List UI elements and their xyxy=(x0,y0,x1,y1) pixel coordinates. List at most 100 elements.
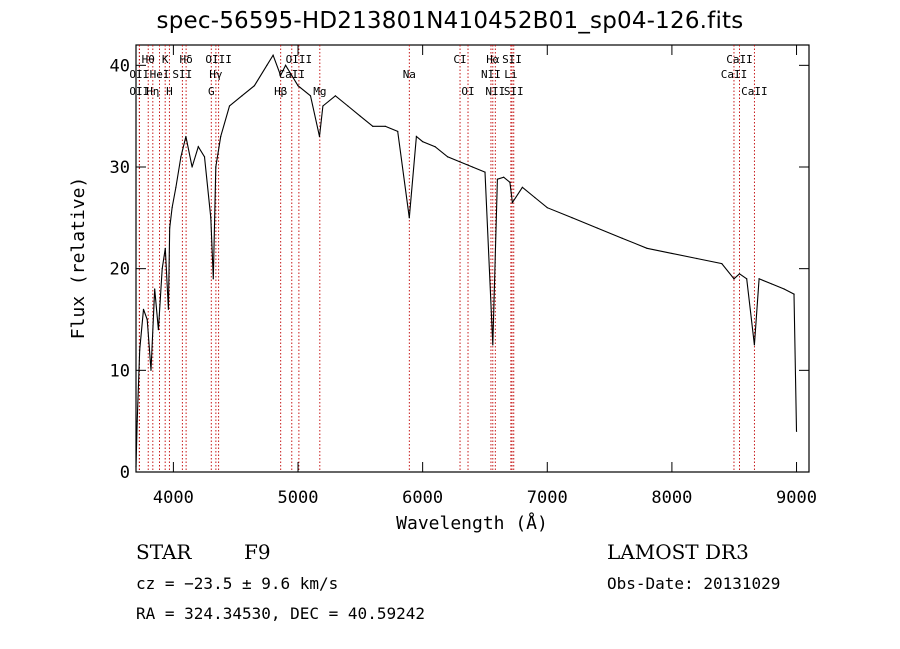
flux-point xyxy=(157,329,160,331)
line-label: G xyxy=(208,85,215,98)
flux-series-line xyxy=(135,53,798,467)
flux-point xyxy=(322,105,324,107)
x-tick-label: 6000 xyxy=(402,488,443,508)
line-label: SII xyxy=(502,53,522,66)
flux-point xyxy=(696,257,698,260)
flux-point xyxy=(492,344,494,346)
line-label: NII xyxy=(481,68,501,81)
flux-point xyxy=(795,430,798,432)
flux-point xyxy=(372,125,374,127)
line-label: OI xyxy=(461,85,474,98)
line-label: SII xyxy=(172,68,192,81)
line-label: Hη xyxy=(146,85,159,98)
flux-point xyxy=(167,308,170,310)
coordinates: RA = 324.34530, DEC = 40.59242 xyxy=(136,604,425,623)
plot-frame xyxy=(135,44,810,473)
line-label: Na xyxy=(403,68,416,81)
flux-point xyxy=(139,349,141,351)
flux-point xyxy=(164,247,166,249)
flux-point xyxy=(180,156,182,158)
obs-date: Obs-Date: 20131029 xyxy=(607,574,781,593)
line-label: OII xyxy=(129,68,149,81)
flux-point xyxy=(150,369,152,371)
flux-point xyxy=(279,74,282,77)
flux-point xyxy=(359,115,361,117)
x-tick-label: 9000 xyxy=(776,488,817,508)
flux-point xyxy=(446,156,449,158)
line-label: Hδ xyxy=(179,53,192,66)
flux-point xyxy=(228,105,231,107)
flux-point xyxy=(753,344,756,346)
y-tick-label: 0 xyxy=(120,463,130,483)
flux-point xyxy=(721,262,723,265)
flux-point xyxy=(509,181,511,183)
object-subclass: F9 xyxy=(244,540,271,564)
flux-point xyxy=(253,85,255,87)
y-tick-label: 10 xyxy=(110,361,130,381)
flux-point xyxy=(771,283,773,285)
flux-point xyxy=(347,105,349,107)
line-label: Hγ xyxy=(209,68,223,81)
y-tick-label: 20 xyxy=(110,260,130,280)
line-label: Hθ xyxy=(142,53,155,66)
flux-point xyxy=(415,135,418,138)
line-label: OII xyxy=(129,85,149,98)
y-axis-label: Flux (relative) xyxy=(68,177,89,340)
flux-point xyxy=(241,95,243,97)
flux-point xyxy=(546,207,548,209)
line-label: SII xyxy=(504,85,524,98)
flux-point xyxy=(175,186,177,188)
x-tick-label: 7000 xyxy=(527,488,568,508)
flux-point xyxy=(197,146,199,148)
x-axis-label: Wavelength (Å) xyxy=(396,512,548,534)
line-label: Mg xyxy=(313,85,326,98)
flux-point xyxy=(215,166,217,168)
chart-title: spec-56595-HD213801N410452B01_sp04-126.f… xyxy=(156,8,744,34)
flux-point xyxy=(511,201,513,204)
line-label: H xyxy=(166,85,173,98)
flux-point xyxy=(266,64,268,66)
ticks-layer: 4000 5000 6000 7000 8000 9000 0 10 20 30 40 xyxy=(110,45,817,508)
line-label: Hα xyxy=(486,53,500,66)
line-label: CaII xyxy=(741,85,768,98)
flux-point xyxy=(272,54,274,56)
flux-point xyxy=(210,217,212,219)
flux-point xyxy=(484,171,486,173)
flux-point xyxy=(154,288,156,290)
flux-point xyxy=(291,74,293,77)
flux-point xyxy=(146,318,148,321)
flux-point xyxy=(297,85,299,87)
flux-point xyxy=(758,278,760,280)
flux-point xyxy=(503,176,505,178)
flux-point xyxy=(309,95,312,97)
line-label: CI xyxy=(453,53,466,66)
x-tick-label: 8000 xyxy=(651,488,692,508)
series-layer xyxy=(135,53,798,468)
flux-point xyxy=(521,186,523,188)
line-label: Hβ xyxy=(274,85,288,98)
flux-point xyxy=(422,140,424,143)
flux-point xyxy=(284,64,287,66)
flux-point xyxy=(191,166,193,168)
line-label: OIII xyxy=(205,53,232,66)
flux-point xyxy=(397,130,399,133)
x-tick-label: 4000 xyxy=(153,488,194,508)
x-tick-label: 5000 xyxy=(278,488,319,508)
flux-point xyxy=(646,247,648,249)
y-tick-label: 40 xyxy=(110,56,130,76)
flux-point xyxy=(571,217,573,219)
flux-point xyxy=(471,166,474,168)
flux-point xyxy=(171,207,173,209)
line-label: HeI xyxy=(150,68,170,81)
flux-point xyxy=(136,420,138,422)
flux-point xyxy=(671,252,673,255)
flux-point xyxy=(212,278,214,280)
flux-point xyxy=(793,293,795,295)
flux-point xyxy=(203,156,206,158)
flux-point xyxy=(185,135,187,138)
flux-point xyxy=(318,135,321,138)
line-label: CaII xyxy=(726,53,753,66)
flux-point xyxy=(459,161,461,163)
